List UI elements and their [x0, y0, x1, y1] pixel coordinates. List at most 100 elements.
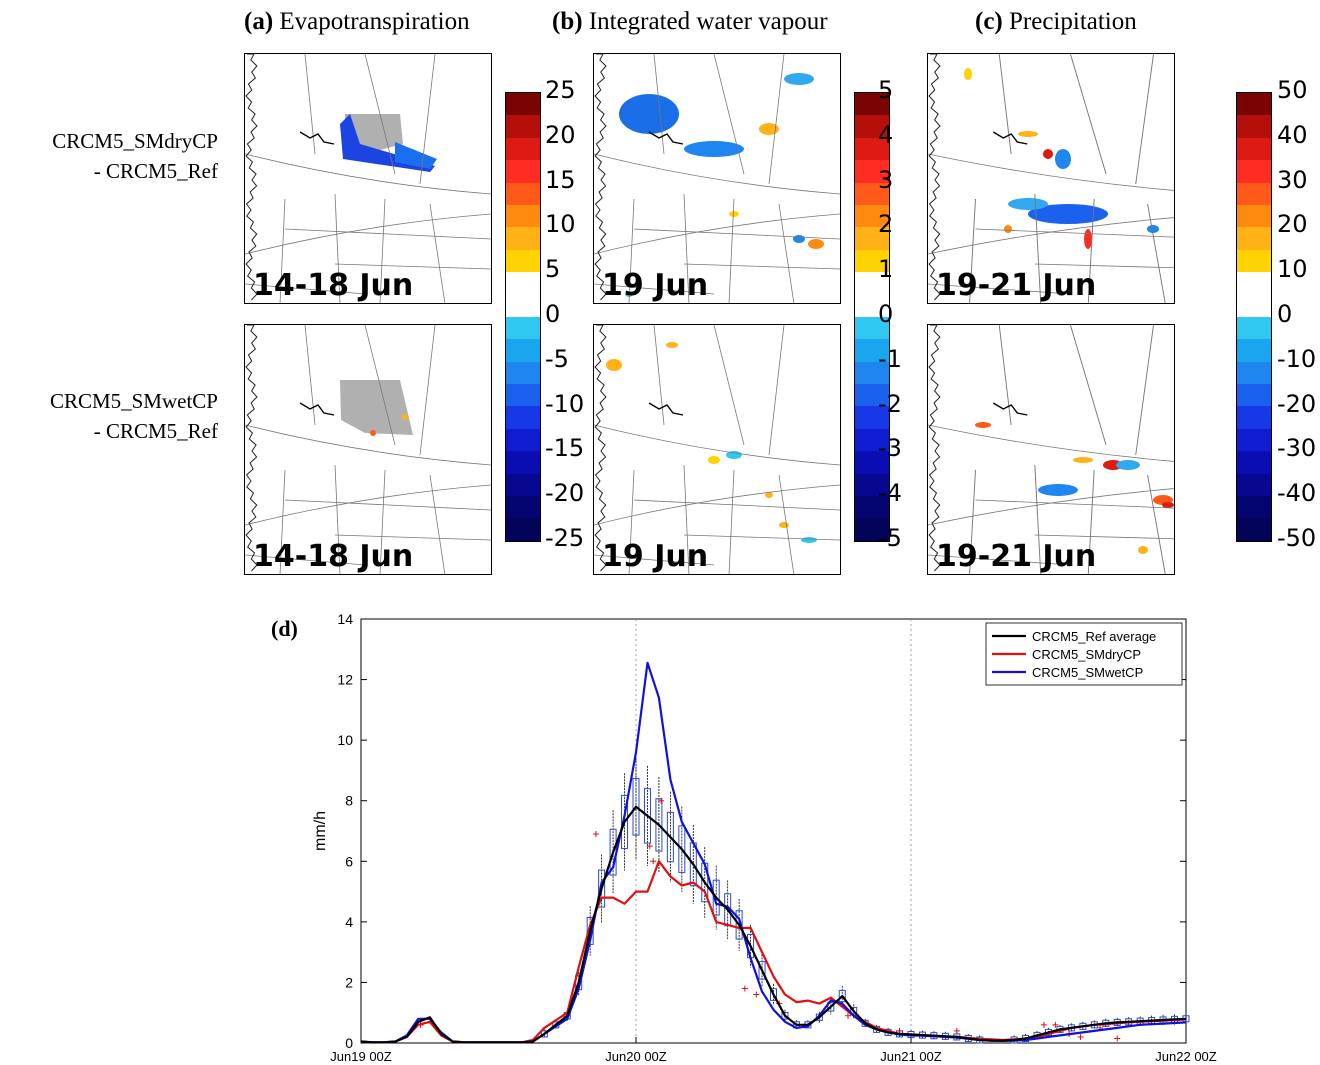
colorbar-segment — [855, 361, 889, 385]
plot-area — [360, 618, 1187, 1044]
border-line — [1135, 325, 1155, 456]
map-boundaries — [594, 54, 840, 303]
ref-average-line — [360, 805, 1187, 1044]
map-a-dry: 14-18 Jun — [244, 53, 492, 304]
border-line — [1147, 474, 1166, 574]
colorbar-segment — [506, 518, 540, 541]
row-label-wet: CRCM5_SMwetCP - CRCM5_Ref — [50, 386, 218, 446]
border-line — [1034, 193, 1042, 303]
basin-outline — [992, 402, 1028, 416]
colorbar-segment — [506, 227, 540, 250]
colorbar-segment — [855, 384, 889, 407]
basin-outline — [299, 402, 335, 416]
map-boundaries — [928, 54, 1174, 303]
colorbar-segment — [1237, 93, 1271, 116]
anomaly-patch — [808, 239, 824, 249]
map-a-wet: 14-18 Jun — [244, 324, 492, 575]
anomaly-patch — [1018, 131, 1038, 137]
colorbar-segment — [506, 160, 540, 183]
colorbar-segment — [506, 272, 540, 295]
legend-label: CRCM5_SMwetCP — [1032, 665, 1143, 680]
border-line — [594, 424, 840, 466]
border-line — [429, 474, 446, 574]
outlier-marker — [753, 991, 760, 998]
row-label-dry: CRCM5_SMdryCP - CRCM5_Ref — [52, 126, 218, 186]
row-label-dry-line1: CRCM5_SMdryCP — [52, 129, 218, 153]
anomaly-patch — [729, 211, 739, 217]
map-date-label: 19 Jun — [602, 268, 709, 303]
anomaly-patch — [1073, 457, 1093, 463]
coastline — [594, 325, 607, 572]
anomaly-patch — [1116, 460, 1140, 470]
anomaly-patch — [370, 430, 376, 436]
chart-legend: CRCM5_Ref average CRCM5_SMdryCP CRCM5_SMwe… — [985, 622, 1183, 686]
colorbar-segment — [506, 182, 540, 205]
map-boundaries — [928, 325, 1174, 574]
border-line — [245, 283, 366, 295]
border-line — [304, 325, 316, 426]
masked-area — [340, 380, 413, 435]
border-line — [975, 228, 1174, 238]
boxplot-box — [643, 788, 651, 844]
colorbar-tick-label: 15 — [545, 165, 576, 194]
colorbar-tick-label: 10 — [1277, 255, 1308, 284]
border-line — [594, 283, 715, 295]
anomaly-patch — [1028, 204, 1108, 224]
basin-outline — [992, 131, 1028, 145]
colorbar-tick-label: 20 — [545, 120, 576, 149]
x-tick-label: Jun19 00Z — [330, 1049, 391, 1064]
colorbar-segment — [506, 428, 540, 452]
colorbar-tick-label: 4 — [878, 120, 894, 149]
anomaly-patch — [606, 359, 622, 371]
colorbar-segment — [855, 451, 889, 474]
outlier-marker — [1114, 1035, 1121, 1042]
colorbar-segment — [1237, 339, 1271, 362]
colorbar-segment — [1237, 384, 1271, 407]
border-line — [364, 54, 396, 175]
anomaly-patch — [619, 94, 679, 134]
anomaly-patch — [402, 414, 408, 420]
border-line — [245, 213, 491, 255]
x-tick-label: Jun20 00Z — [605, 1049, 666, 1064]
boxplot-box — [758, 961, 766, 980]
border-line — [778, 203, 795, 303]
border-line — [379, 198, 386, 303]
border-line — [768, 54, 785, 185]
border-line — [713, 54, 745, 175]
colorbar-tick-label: -1 — [878, 344, 902, 373]
row-label-wet-line2: - CRCM5_Ref — [93, 419, 218, 443]
colorbar-tick-label: 50 — [1277, 76, 1308, 104]
border-line — [683, 263, 840, 270]
colorbar-segment — [855, 93, 889, 116]
boxplot-box — [770, 988, 777, 1001]
colorbar-segment — [1237, 294, 1271, 317]
colorbar-tick-label: 0 — [1277, 300, 1293, 328]
anomaly-patch — [784, 73, 814, 85]
border-line — [419, 325, 436, 456]
colorbar-tick-label: -3 — [878, 434, 902, 463]
anomaly-patch — [1138, 546, 1148, 554]
colorbar-segment — [855, 406, 889, 429]
colorbar-segment — [1237, 272, 1271, 295]
border-line — [928, 283, 1071, 295]
outlier-marker — [592, 831, 599, 838]
border-line — [998, 54, 1012, 155]
anomaly-patch — [395, 142, 437, 169]
panel-d-label: (d) — [271, 616, 298, 641]
coastline — [245, 325, 258, 572]
colorbar-segment — [506, 115, 540, 138]
row-label-dry-line2: - CRCM5_Ref — [93, 159, 218, 183]
outlier-marker — [953, 1027, 960, 1034]
colorbar-segment — [1237, 316, 1271, 340]
boxplot-box — [621, 794, 629, 849]
colorbar-tick-label: 2 — [878, 210, 894, 239]
colorbar-segment — [506, 294, 540, 317]
colorbar-segment — [855, 294, 889, 317]
colorbar-segment — [855, 339, 889, 362]
border-line — [1069, 54, 1107, 175]
colorbar-segment — [506, 93, 540, 116]
anomaly-patch — [975, 422, 991, 428]
anomaly-patch — [666, 342, 678, 348]
border-line — [683, 534, 840, 541]
